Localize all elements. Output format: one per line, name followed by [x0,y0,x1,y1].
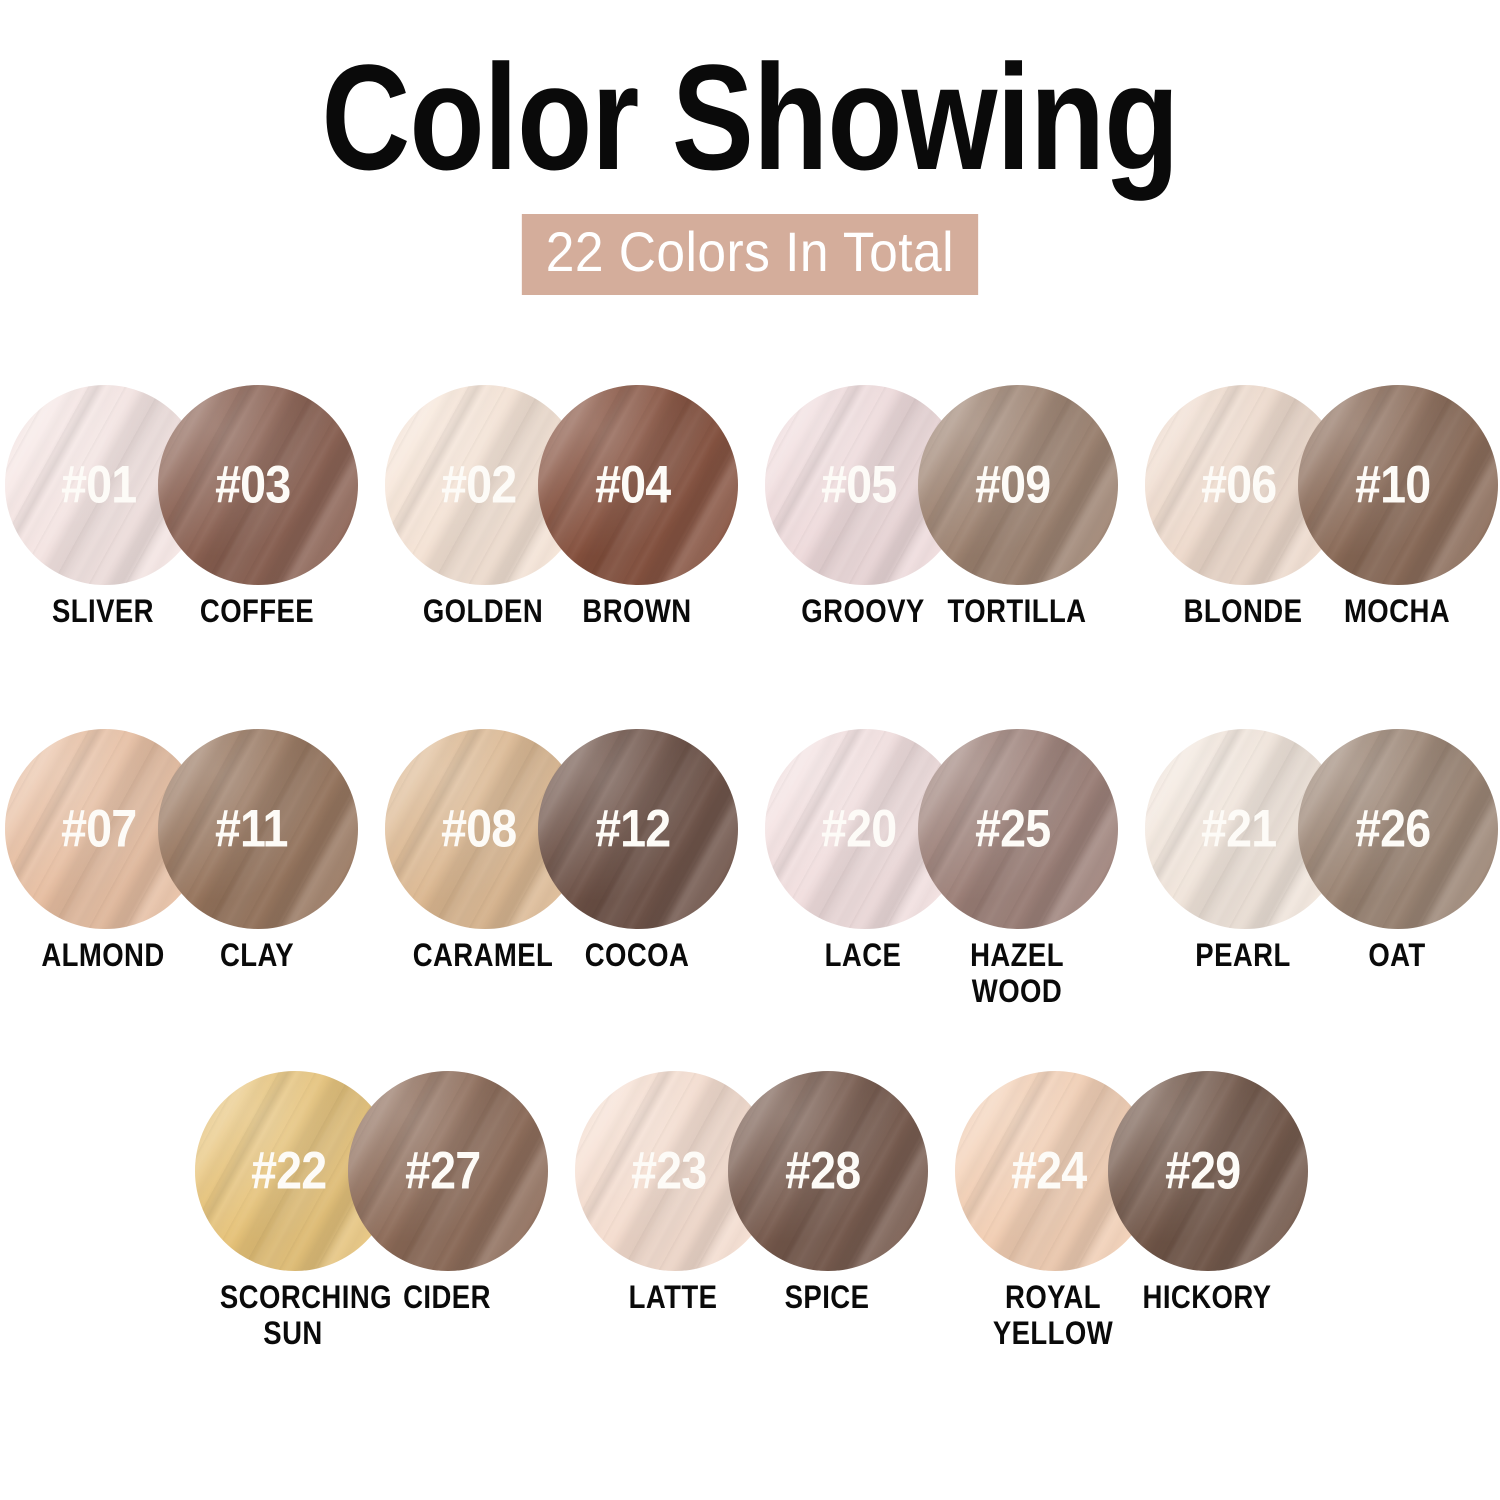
swatch-texture [538,729,738,929]
swatch-texture [1298,385,1498,585]
swatch-name-label: HAZEL WOOD [970,937,1064,1009]
swatch-name-row: SLIVER COFFEE [0,593,360,694]
swatch-name-label: MOCHA [1343,593,1451,629]
swatch-discs: #24 #29 [950,1066,1310,1276]
swatch-discs: #20 #25 [760,724,1120,934]
swatch-name-label: CLAY [219,937,295,973]
swatch-grid: #01 #03 SLIVER COFFEE #02 #04 GOLDEN BROWN #05 #0… [0,380,1500,1380]
swatch-name-label: GOLDEN [422,593,544,629]
swatch-name-label: LACE [824,937,902,973]
swatch-name-label: CARAMEL [412,937,554,973]
swatch-texture [918,729,1118,929]
color-swatch-29[interactable] [1108,1071,1308,1271]
swatch-row: #07 #11 ALMOND CLAY #08 #12 CARAMEL COCOA #20 #25… [0,724,1500,1038]
swatch-name-row: CARAMEL COCOA [380,937,740,1038]
swatch-pair: #02 #04 GOLDEN BROWN [380,380,740,694]
swatch-row: #01 #03 SLIVER COFFEE #02 #04 GOLDEN BROWN #05 #0… [0,380,1500,694]
swatch-discs: #23 #28 [570,1066,930,1276]
swatch-name-label: TORTILLA [947,593,1087,629]
swatch-name-row: SCORCHING SUN CIDER [190,1279,550,1380]
swatch-pair: #24 #29 ROYAL YELLOW HICKORY [950,1066,1310,1380]
swatch-name-label: SLIVER [52,593,154,629]
swatch-name-row: GROOVY TORTILLA [760,593,1120,694]
swatch-texture [158,385,358,585]
swatch-row: #22 #27 SCORCHING SUN CIDER #23 #28 LATTE SPICE… [0,1066,1500,1380]
color-swatch-25[interactable] [918,729,1118,929]
color-swatch-28[interactable] [728,1071,928,1271]
color-swatch-26[interactable] [1298,729,1498,929]
swatch-name-label: GROOVY [801,593,925,629]
swatch-discs: #05 #09 [760,380,1120,590]
swatch-texture [1298,729,1498,929]
color-count-badge: 22 Colors In Total [521,214,979,295]
swatch-texture [1108,1071,1308,1271]
color-swatch-04[interactable] [538,385,738,585]
swatch-discs: #22 #27 [190,1066,550,1276]
swatch-name-label: ALMOND [41,937,165,973]
swatch-discs: #08 #12 [380,724,740,934]
swatch-name-label: LATTE [628,1279,718,1315]
page-title: Color Showing [321,33,1179,201]
swatch-name-label: ROYAL YELLOW [992,1279,1114,1351]
swatch-pair: #22 #27 SCORCHING SUN CIDER [190,1066,550,1380]
color-swatch-27[interactable] [348,1071,548,1271]
swatch-name-row: BLONDE MOCHA [1140,593,1500,694]
swatch-name-label: PEARL [1195,937,1291,973]
swatch-pair: #08 #12 CARAMEL COCOA [380,724,740,1038]
swatch-name-label: HICKORY [1142,1279,1272,1315]
swatch-pair: #23 #28 LATTE SPICE [570,1066,930,1380]
swatch-name-row: LACE HAZEL WOOD [760,937,1120,1038]
swatch-name-label: SCORCHING SUN [219,1279,392,1351]
swatch-texture [728,1071,928,1271]
swatch-texture [158,729,358,929]
swatch-discs: #07 #11 [0,724,360,934]
swatch-pair: #20 #25 LACE HAZEL WOOD [760,724,1120,1038]
swatch-name-row: LATTE SPICE [570,1279,930,1380]
color-swatch-12[interactable] [538,729,738,929]
swatch-pair: #21 #26 PEARL OAT [1140,724,1500,1038]
swatch-texture [918,385,1118,585]
swatch-name-label: COFFEE [199,593,315,629]
page-header: Color Showing 22 Colors In Total [0,0,1500,295]
swatch-name-label: BLONDE [1183,593,1303,629]
swatch-discs: #21 #26 [1140,724,1500,934]
swatch-name-label: BROWN [582,593,692,629]
swatch-discs: #02 #04 [380,380,740,590]
swatch-pair: #01 #03 SLIVER COFFEE [0,380,360,694]
color-swatch-11[interactable] [158,729,358,929]
swatch-name-row: GOLDEN BROWN [380,593,740,694]
swatch-discs: #01 #03 [0,380,360,590]
swatch-texture [538,385,738,585]
swatch-texture [348,1071,548,1271]
color-swatch-10[interactable] [1298,385,1498,585]
swatch-name-label: OAT [1368,937,1426,973]
subtitle-banner: 22 Colors In Total [0,214,1500,295]
swatch-name-label: COCOA [584,937,690,973]
swatch-name-label: CIDER [403,1279,491,1315]
swatch-discs: #06 #10 [1140,380,1500,590]
swatch-name-row: ALMOND CLAY [0,937,360,1038]
color-swatch-03[interactable] [158,385,358,585]
swatch-name-row: ROYAL YELLOW HICKORY [950,1279,1310,1380]
swatch-name-label: SPICE [784,1279,870,1315]
color-swatch-09[interactable] [918,385,1118,585]
swatch-pair: #06 #10 BLONDE MOCHA [1140,380,1500,694]
swatch-pair: #05 #09 GROOVY TORTILLA [760,380,1120,694]
swatch-pair: #07 #11 ALMOND CLAY [0,724,360,1038]
swatch-name-row: PEARL OAT [1140,937,1500,1038]
